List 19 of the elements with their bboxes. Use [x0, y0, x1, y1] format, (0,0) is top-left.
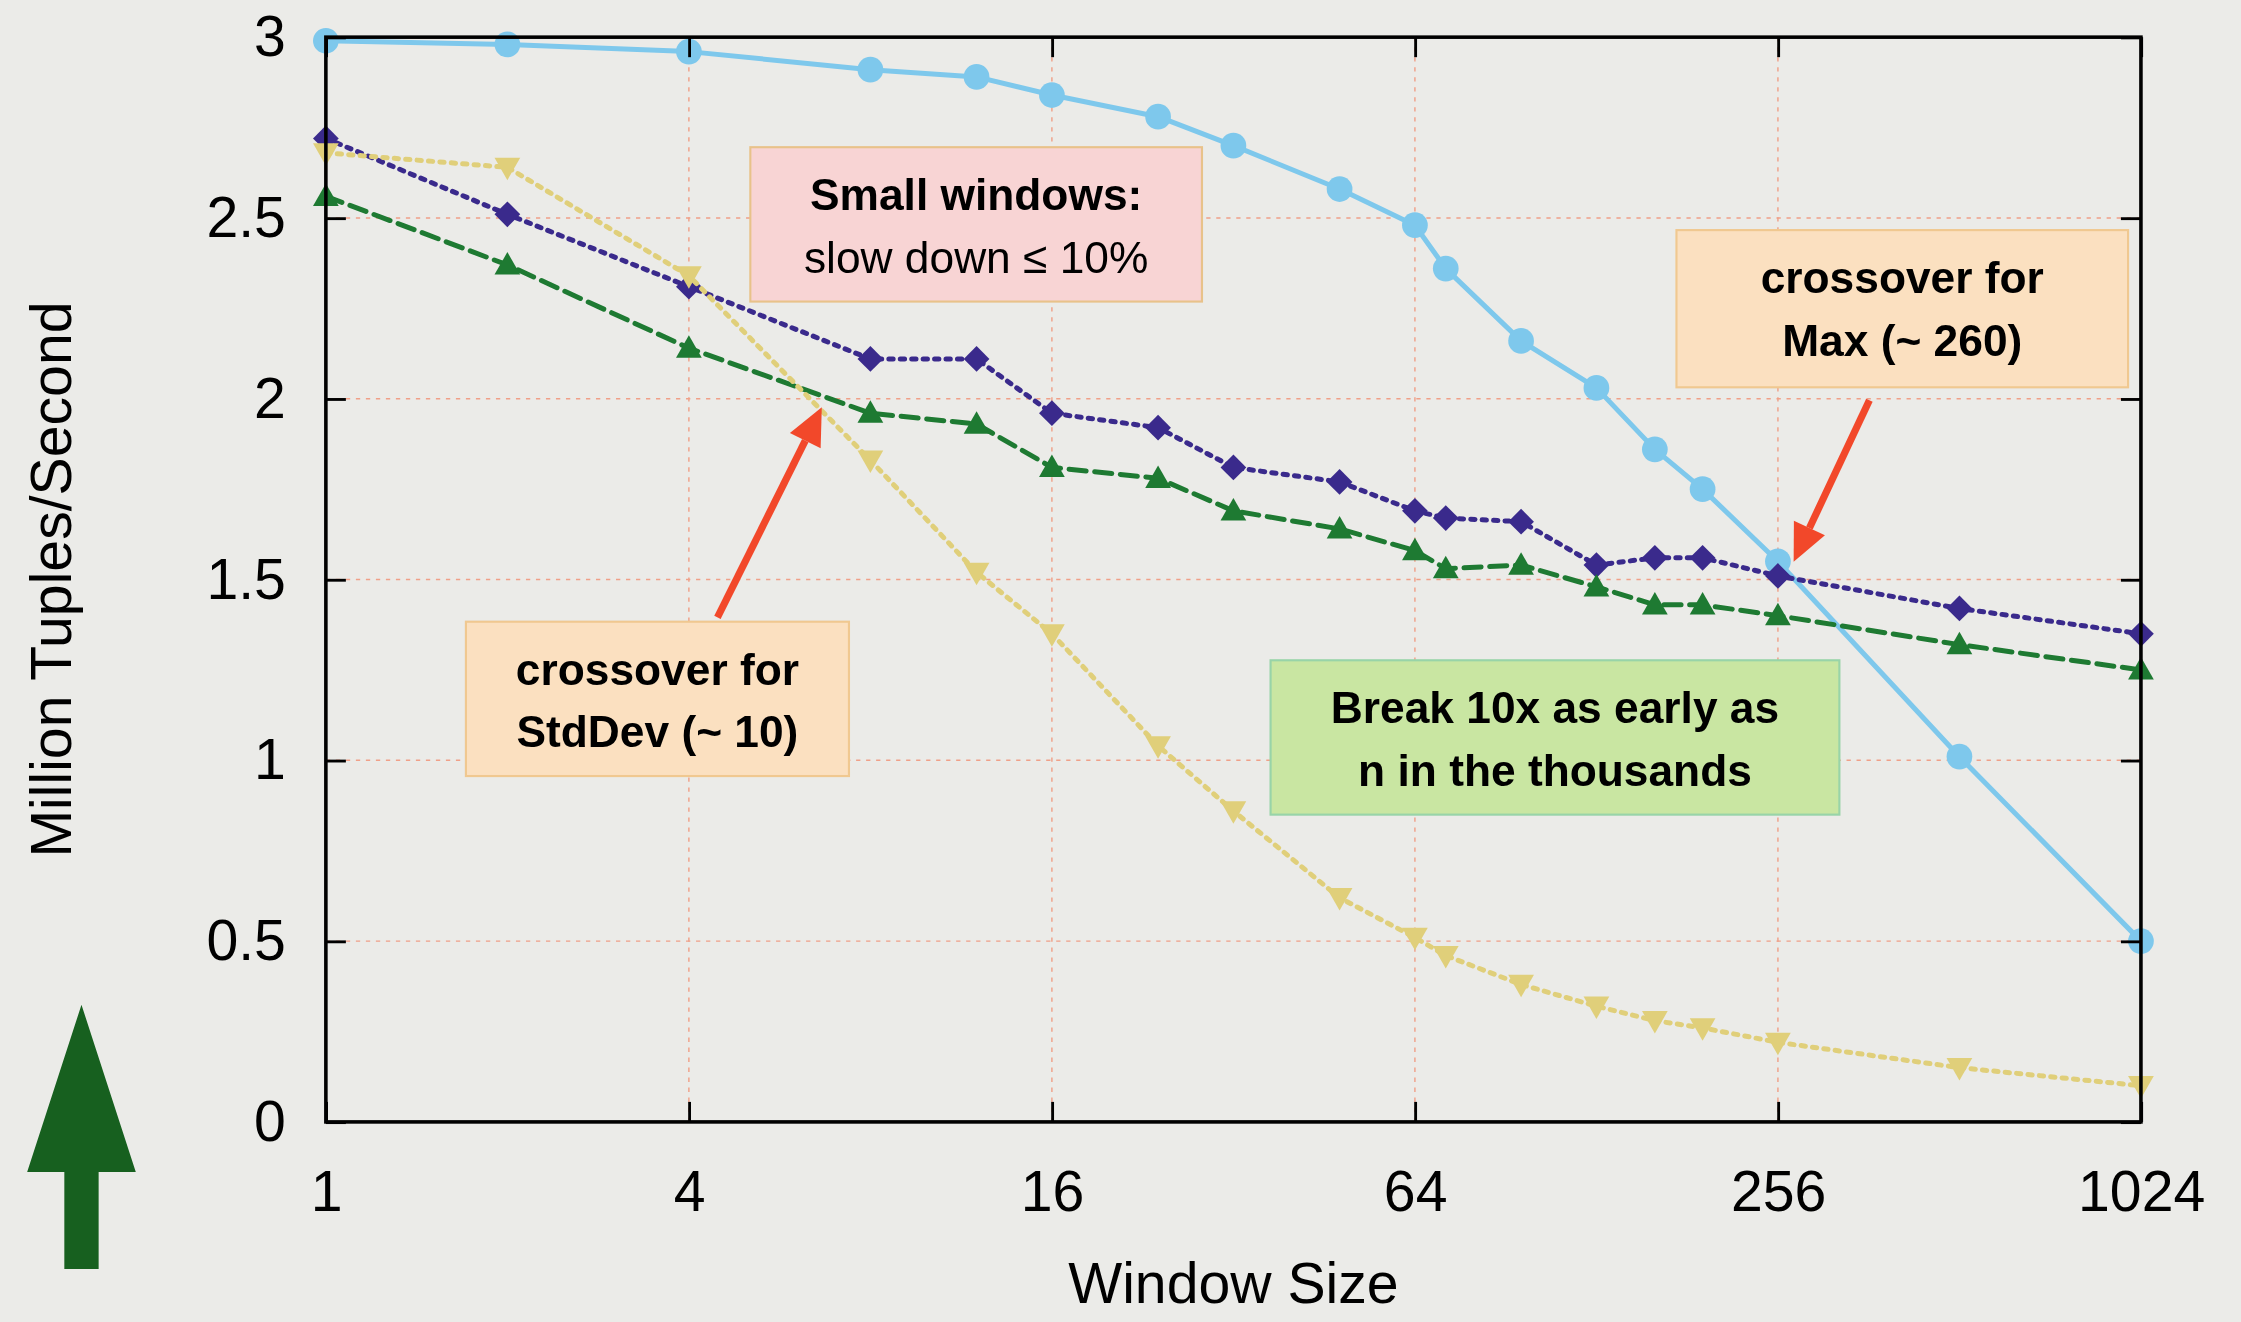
x-tick-label: 64	[1383, 1159, 1448, 1224]
y-tick-label: 1.5	[206, 546, 286, 611]
annotation: Break 10x as early as n in the thousands	[1330, 683, 1780, 796]
y-tick-label: 0	[254, 1088, 286, 1153]
x-tick-label: 1024	[2078, 1159, 2206, 1224]
annotation: crossover for StdDev (~ 10)	[515, 644, 800, 757]
annotation: Small windows: slow down ≤ 10%	[803, 170, 1149, 282]
x-tick-label: 16	[1020, 1159, 1085, 1224]
y-tick-label: 0.5	[206, 908, 286, 973]
y-tick-label: 1	[254, 727, 286, 792]
x-tick-label: 256	[1730, 1159, 1827, 1224]
y-axis-title: Million Tuples/Second	[19, 301, 84, 858]
annotation: crossover for Max (~ 260)	[1760, 252, 2044, 365]
x-tick-label: 1	[310, 1159, 343, 1224]
x-axis-title: Window Size	[1068, 1251, 1399, 1316]
x-tick-label: 4	[673, 1159, 706, 1224]
y-tick-label: 2	[254, 365, 286, 430]
y-tick-label: 2.5	[206, 184, 286, 249]
y-tick-label: 3	[254, 4, 286, 69]
